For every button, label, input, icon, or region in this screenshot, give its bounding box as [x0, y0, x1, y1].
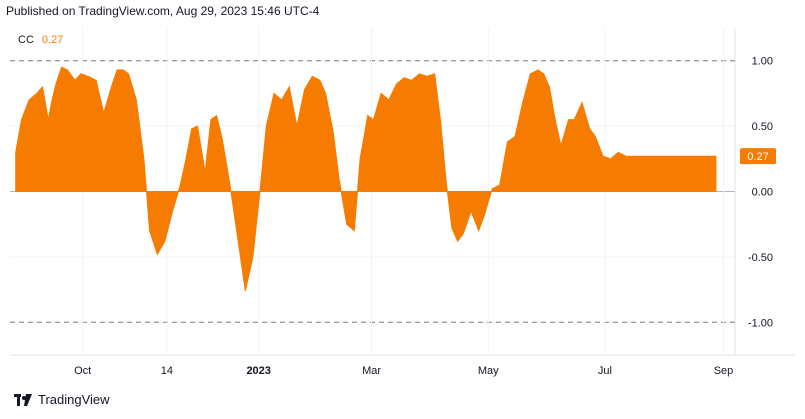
x-tick-label: Jul	[598, 365, 612, 377]
area-layer	[15, 66, 717, 292]
y-tick-label: 0.50	[752, 121, 773, 133]
x-tick-label: May	[478, 365, 499, 377]
x-tick-label: Sep	[714, 365, 734, 377]
y-tick-label: -1.00	[748, 317, 773, 329]
footer: TradingView	[14, 392, 110, 407]
x-tick-label: Mar	[362, 365, 381, 377]
x-axis: Oct 14 2023 Mar May Jul Sep	[74, 365, 733, 377]
footer-brand[interactable]: TradingView	[38, 392, 110, 407]
y-tick-label: -0.50	[748, 252, 773, 264]
tradingview-logo-icon[interactable]	[14, 393, 32, 406]
y-axis: 1.00 0.50 0.00 -0.50 -1.00	[748, 56, 773, 330]
chart-legend: CC 0.27	[18, 34, 63, 46]
x-tick-label: 14	[161, 365, 173, 377]
x-tick-label: Oct	[74, 365, 91, 377]
last-value-badge-layer: 0.27	[740, 148, 776, 165]
y-tick-label: 0.00	[752, 187, 773, 199]
legend-symbol: CC	[18, 34, 34, 46]
last-value-label: 0.27	[747, 151, 768, 163]
series-area	[15, 66, 717, 292]
published-caption: Published on TradingView.com, Aug 29, 20…	[6, 4, 320, 18]
y-tick-label: 1.00	[752, 56, 773, 68]
legend-value: 0.27	[41, 34, 64, 46]
last-value-badge	[740, 148, 776, 165]
x-tick-label: 2023	[246, 365, 270, 377]
